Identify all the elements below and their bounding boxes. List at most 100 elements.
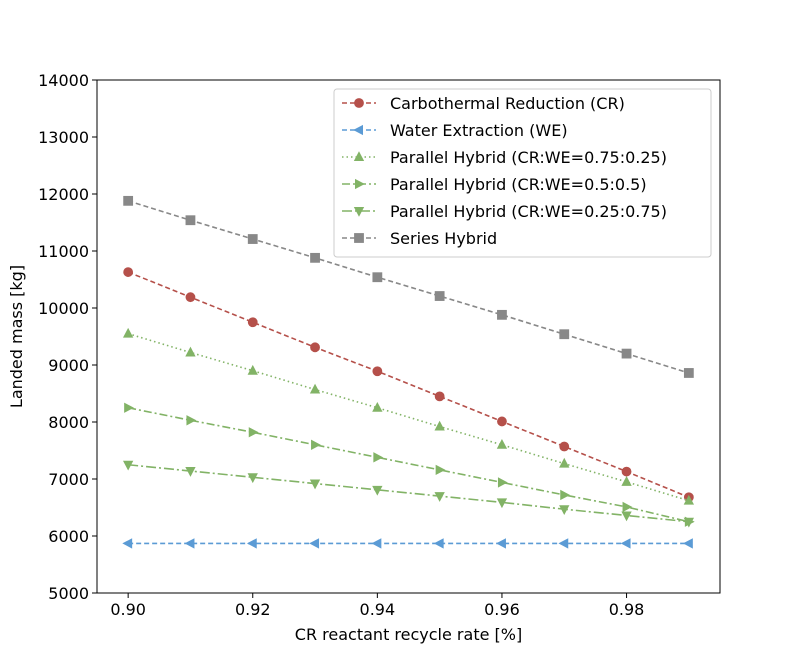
- data-point: [559, 329, 570, 340]
- y-tick-label: 8000: [48, 413, 89, 432]
- series-3: [122, 327, 695, 505]
- legend-label: Series Hybrid: [390, 229, 497, 248]
- data-point: [560, 489, 571, 501]
- data-point: [354, 178, 365, 190]
- data-point: [310, 342, 320, 353]
- data-point: [683, 538, 693, 549]
- data-point: [309, 538, 320, 549]
- data-point: [372, 401, 383, 412]
- data-point: [123, 267, 134, 277]
- series-line: [127, 200, 690, 374]
- series-line: [127, 332, 690, 502]
- data-point: [621, 511, 632, 522]
- data-point: [434, 420, 445, 431]
- data-point: [122, 538, 133, 549]
- data-point: [497, 416, 507, 427]
- series-6: [123, 195, 694, 378]
- data-point: [621, 348, 632, 359]
- data-point: [435, 464, 446, 476]
- data-point: [622, 501, 633, 513]
- legend-label: Water Extraction (WE): [390, 121, 568, 140]
- x-tick-label: 0.92: [235, 600, 271, 619]
- data-point: [372, 272, 383, 283]
- y-tick-label: 12000: [38, 185, 89, 204]
- data-point: [371, 538, 382, 549]
- data-point: [354, 98, 364, 108]
- y-tick-label: 9000: [48, 356, 89, 375]
- data-point: [248, 427, 259, 438]
- series-2: [122, 538, 693, 549]
- y-tick-label: 5000: [48, 584, 89, 603]
- data-point: [311, 439, 321, 450]
- data-point: [496, 538, 506, 549]
- legend-entry: Parallel Hybrid (CR:WE=0.5:0.5): [342, 175, 647, 194]
- data-point: [433, 538, 444, 549]
- data-point: [683, 368, 694, 378]
- data-point: [246, 538, 257, 549]
- data-point: [373, 452, 384, 463]
- data-point: [621, 476, 632, 486]
- legend-label: Carbothermal Reduction (CR): [390, 94, 625, 113]
- series-layer: [122, 195, 695, 549]
- x-axis-label: CR reactant recycle rate [%]: [295, 625, 522, 644]
- data-point: [185, 346, 196, 357]
- data-point: [683, 494, 695, 505]
- series-4: [124, 402, 695, 527]
- series-line: [127, 406, 690, 523]
- series-5: [122, 460, 695, 528]
- data-point: [354, 233, 364, 243]
- data-point: [247, 317, 258, 328]
- plot-frame: [96, 79, 721, 594]
- data-point: [124, 402, 134, 413]
- data-point: [247, 473, 258, 484]
- legend-entry: Parallel Hybrid (CR:WE=0.25:0.75): [342, 202, 667, 221]
- legend-entry: Parallel Hybrid (CR:WE=0.75:0.25): [342, 148, 667, 167]
- data-point: [621, 466, 632, 477]
- x-tick-label: 0.96: [484, 600, 520, 619]
- data-point: [496, 438, 508, 449]
- y-tick-label: 11000: [38, 242, 89, 261]
- y-tick-label: 6000: [48, 527, 89, 546]
- data-point: [309, 383, 321, 394]
- data-point: [496, 498, 508, 509]
- data-point: [247, 234, 258, 244]
- data-point: [185, 292, 196, 303]
- x-axis-ticks: 0.90 0.92 0.94 0.96 0.98: [110, 593, 644, 619]
- legend-box: [333, 88, 712, 258]
- data-point: [353, 206, 365, 217]
- data-point: [434, 492, 445, 502]
- data-point: [186, 415, 197, 426]
- y-axis-label: Landed mass [kg]: [7, 265, 26, 408]
- data-point: [123, 195, 134, 206]
- data-point: [620, 538, 631, 549]
- legend-entry: Series Hybrid: [342, 229, 497, 248]
- data-point: [434, 291, 445, 301]
- data-point: [372, 366, 383, 377]
- data-point: [122, 327, 134, 338]
- data-point: [185, 215, 196, 226]
- data-point: [184, 538, 195, 549]
- y-tick-label: 14000: [38, 71, 89, 90]
- series-1: [123, 267, 694, 503]
- data-point: [122, 460, 134, 471]
- y-tick-label: 7000: [48, 470, 89, 489]
- data-point: [497, 477, 508, 488]
- y-tick-label: 10000: [38, 299, 89, 318]
- data-point: [497, 309, 507, 320]
- legend-label: Parallel Hybrid (CR:WE=0.75:0.25): [390, 148, 667, 167]
- data-point: [559, 505, 570, 516]
- data-point: [559, 457, 570, 468]
- data-point: [310, 252, 320, 263]
- legend-entry: Water Extraction (WE): [342, 121, 568, 140]
- data-point: [185, 467, 196, 477]
- x-tick-label: 0.90: [110, 600, 146, 619]
- legend-label: Parallel Hybrid (CR:WE=0.5:0.5): [390, 175, 647, 194]
- series-line: [128, 463, 689, 523]
- data-point: [559, 441, 570, 452]
- data-point: [558, 538, 569, 549]
- legend-label: Parallel Hybrid (CR:WE=0.25:0.75): [390, 202, 667, 221]
- data-point: [372, 485, 383, 496]
- y-tick-label: 13000: [38, 128, 89, 147]
- x-tick-label: 0.98: [609, 600, 645, 619]
